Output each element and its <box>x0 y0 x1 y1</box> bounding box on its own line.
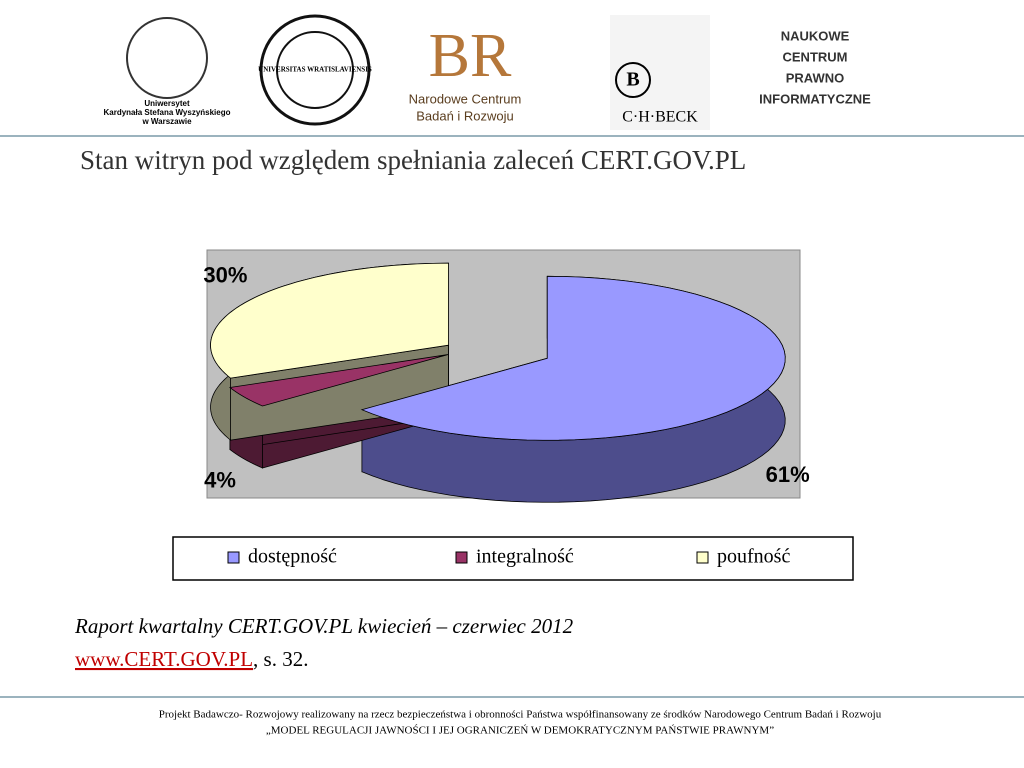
logo-text: CENTRUM <box>783 49 848 64</box>
logo-mark: BR <box>429 22 512 90</box>
slice <box>210 262 449 379</box>
source-line: www.CERT.GOV.PL, s. 32. <box>75 647 308 671</box>
logo-text: Badań i Rozwoju <box>416 108 514 123</box>
data-label: 61% <box>766 462 810 487</box>
data-label: 4% <box>204 468 236 493</box>
legend-label: integralność <box>476 546 574 568</box>
slice <box>360 275 786 441</box>
footer-text: Projekt Badawczo- Rozwojowy realizowany … <box>159 709 882 721</box>
logo-text: Kardynała Stefana Wyszyńskiego <box>103 108 230 117</box>
legend-items: dostępność integralność poufność <box>227 546 790 568</box>
data-label: 30% <box>203 263 247 288</box>
logo-seal <box>615 62 651 98</box>
footer-text: „MODEL REGULACJI JAWNOŚCI I JEJ OGRANICZ… <box>266 725 774 737</box>
link[interactable]: www.CERT.GOV.PL <box>75 647 253 671</box>
logo-text: w Warszawie <box>141 117 192 126</box>
logo-seal <box>276 31 354 109</box>
legend-swatch <box>455 551 468 564</box>
logo-text: NAUKOWE <box>781 28 850 43</box>
logo-mark: B <box>626 69 639 91</box>
legend-label: poufność <box>717 546 790 568</box>
pie: 61% 4% 30% <box>203 262 810 503</box>
legend <box>172 536 854 581</box>
chart-title: Stan witryn pod względem spełniania zale… <box>80 145 746 175</box>
legend-swatch <box>227 551 240 564</box>
logo-seal <box>126 17 208 99</box>
logo-seal <box>259 14 371 126</box>
logo-text: INFORMATYCZNE <box>759 91 871 106</box>
legend-label: dostępność <box>248 546 337 568</box>
logo-text: C·H·BECK <box>622 109 698 126</box>
logo-text: Narodowe Centrum <box>409 91 522 106</box>
logo-text: Uniwersytet <box>144 99 190 108</box>
logo-box <box>610 15 710 130</box>
logo-text: UNIVERSITAS WRATISLAVIENSIS <box>258 66 372 74</box>
legend-swatch <box>696 551 709 564</box>
source-rest: , s. 32. <box>253 647 308 671</box>
logo-text: PRAWNO <box>786 70 845 85</box>
source-text: Raport kwartalny CERT.GOV.PL kwiecień – … <box>74 614 574 638</box>
slice <box>228 354 449 407</box>
